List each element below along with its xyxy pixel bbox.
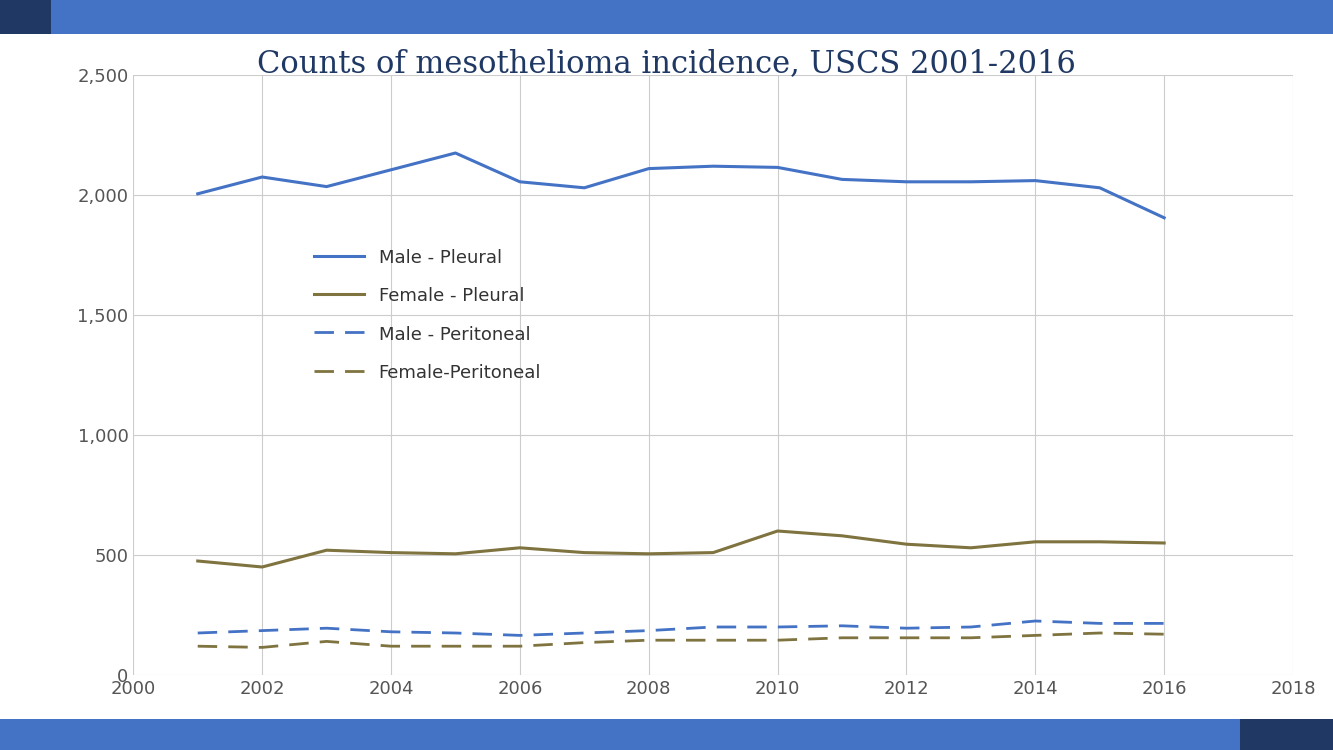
Female - Pleural [641, 549, 657, 558]
Male - Pleural [641, 164, 657, 173]
Male - Pleural [962, 177, 978, 186]
Legend: Male - Pleural, Female - Pleural, Male - Peritoneal, Female-Peritoneal: Male - Pleural, Female - Pleural, Male -… [305, 240, 551, 391]
Male - Pleural [189, 189, 205, 198]
Female-Peritoneal [255, 643, 271, 652]
Female-Peritoneal [512, 642, 528, 651]
Male - Pleural [512, 177, 528, 186]
Male - Pleural [898, 177, 914, 186]
Female-Peritoneal [898, 633, 914, 642]
Female-Peritoneal [705, 636, 721, 645]
Male - Pleural [576, 183, 592, 192]
Male - Pleural [705, 162, 721, 171]
Male - Peritoneal [319, 624, 335, 633]
Female - Pleural [576, 548, 592, 557]
Line: Male - Pleural: Male - Pleural [197, 153, 1164, 218]
Female - Pleural [898, 540, 914, 549]
Female - Pleural [1028, 537, 1044, 546]
Female - Pleural [255, 562, 271, 572]
Female-Peritoneal [383, 642, 399, 651]
Female-Peritoneal [576, 638, 592, 647]
Male - Peritoneal [448, 628, 464, 638]
Line: Female-Peritoneal: Female-Peritoneal [197, 633, 1164, 647]
Male - Peritoneal [1156, 619, 1172, 628]
Male - Pleural [1156, 213, 1172, 222]
Female-Peritoneal [448, 642, 464, 651]
Female - Pleural [189, 556, 205, 566]
Male - Peritoneal [1092, 619, 1108, 628]
Female - Pleural [834, 531, 850, 540]
Female - Pleural [705, 548, 721, 557]
Male - Pleural [255, 172, 271, 182]
Male - Peritoneal [962, 622, 978, 632]
Female-Peritoneal [641, 636, 657, 645]
Female-Peritoneal [1092, 628, 1108, 638]
Female-Peritoneal [834, 633, 850, 642]
Male - Pleural [448, 148, 464, 158]
Male - Peritoneal [576, 628, 592, 638]
Female-Peritoneal [319, 637, 335, 646]
Male - Peritoneal [641, 626, 657, 635]
Female - Pleural [962, 543, 978, 552]
Female-Peritoneal [1028, 631, 1044, 640]
Male - Pleural [383, 165, 399, 174]
Female-Peritoneal [962, 633, 978, 642]
Text: Counts of mesothelioma incidence, USCS 2001-2016: Counts of mesothelioma incidence, USCS 2… [257, 48, 1076, 80]
Female - Pleural [1156, 538, 1172, 548]
Female - Pleural [383, 548, 399, 557]
Male - Pleural [1092, 183, 1108, 192]
Male - Peritoneal [834, 621, 850, 630]
Female-Peritoneal [1156, 630, 1172, 639]
Male - Pleural [319, 182, 335, 191]
Male - Pleural [769, 163, 785, 172]
Male - Peritoneal [769, 622, 785, 632]
Male - Pleural [834, 175, 850, 184]
Female - Pleural [512, 543, 528, 552]
Male - Peritoneal [898, 624, 914, 633]
Female - Pleural [769, 526, 785, 536]
Male - Peritoneal [705, 622, 721, 632]
Line: Female - Pleural: Female - Pleural [197, 531, 1164, 567]
Male - Peritoneal [1028, 616, 1044, 626]
Line: Male - Peritoneal: Male - Peritoneal [197, 621, 1164, 635]
Female - Pleural [319, 546, 335, 555]
Male - Peritoneal [383, 627, 399, 636]
Male - Peritoneal [512, 631, 528, 640]
Female-Peritoneal [189, 642, 205, 651]
Female - Pleural [448, 549, 464, 558]
Male - Pleural [1028, 176, 1044, 185]
Female - Pleural [1092, 537, 1108, 546]
Male - Peritoneal [189, 628, 205, 638]
Male - Peritoneal [255, 626, 271, 635]
Female-Peritoneal [769, 636, 785, 645]
